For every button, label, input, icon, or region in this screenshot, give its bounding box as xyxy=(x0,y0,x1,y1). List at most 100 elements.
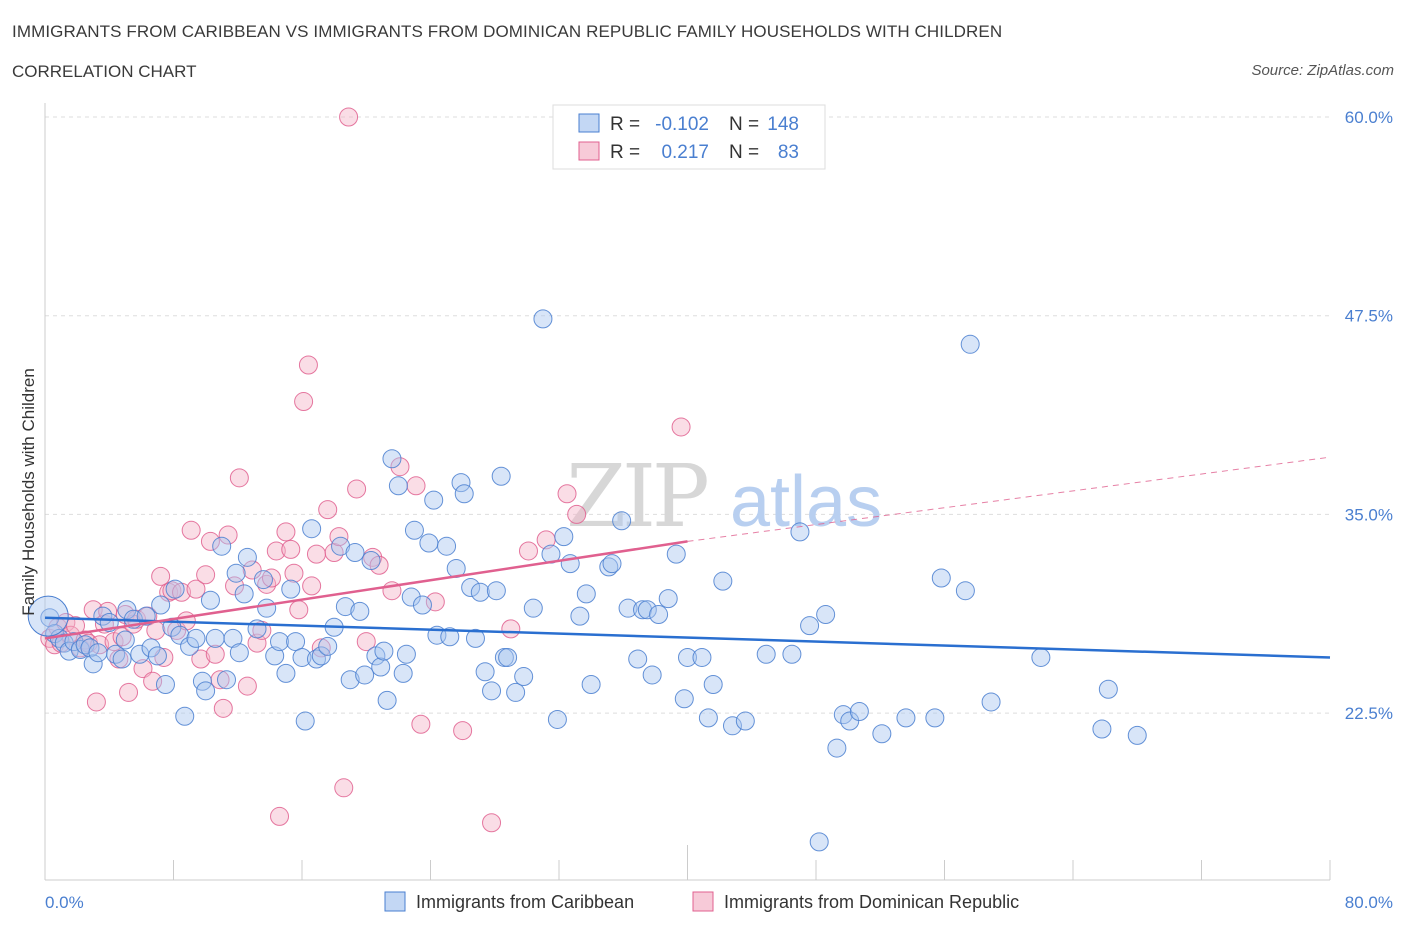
data-point-dominican xyxy=(186,579,206,599)
data-point-caribbean xyxy=(872,724,892,744)
data-point-caribbean xyxy=(713,571,733,591)
data-point-caribbean xyxy=(816,605,836,625)
data-point-caribbean xyxy=(692,647,712,667)
data-point-caribbean xyxy=(117,600,137,620)
data-point-caribbean xyxy=(412,595,432,615)
data-point-caribbean xyxy=(388,476,408,496)
data-point-dominican xyxy=(143,671,163,691)
data-point-caribbean xyxy=(247,619,267,639)
data-point-dominican xyxy=(270,806,290,826)
data-point-caribbean xyxy=(217,670,237,690)
data-point-caribbean xyxy=(1127,725,1147,745)
data-point-caribbean xyxy=(292,647,312,667)
data-point-caribbean xyxy=(295,711,315,731)
watermark-atlas: atlas xyxy=(730,462,882,542)
data-point-caribbean xyxy=(437,536,457,556)
data-point-caribbean xyxy=(955,581,975,601)
data-point-caribbean xyxy=(212,536,232,556)
data-point-caribbean xyxy=(393,663,413,683)
data-point-caribbean xyxy=(554,527,574,547)
x-tick-labels: 0.0% 80.0% xyxy=(45,893,1393,912)
data-point-dominican xyxy=(276,522,296,542)
data-point-caribbean xyxy=(355,665,375,685)
trend-line-caribbean xyxy=(44,616,1331,659)
data-point-dominican xyxy=(242,560,262,580)
data-point-caribbean xyxy=(115,630,135,650)
data-point-caribbean xyxy=(658,589,678,609)
data-point-caribbean xyxy=(506,682,526,702)
trend-line-dominican-extension xyxy=(687,456,1331,542)
data-point-dominican xyxy=(266,541,286,561)
data-point-caribbean xyxy=(141,638,161,658)
legend-swatch-dominican xyxy=(578,141,600,161)
data-point-caribbean xyxy=(424,490,444,510)
data-point-dominican xyxy=(237,676,257,696)
data-point-caribbean xyxy=(533,309,553,329)
data-point-dominican xyxy=(181,520,201,540)
chart-title: IMMIGRANTS FROM CARIBBEAN VS IMMIGRANTS … xyxy=(12,22,1003,41)
data-point-dominican xyxy=(213,698,233,718)
data-point-caribbean xyxy=(461,578,481,598)
data-point-caribbean xyxy=(302,519,322,539)
legend-swatch-caribbean xyxy=(578,113,600,133)
data-point-caribbean xyxy=(698,708,718,728)
data-point-caribbean xyxy=(112,649,132,669)
data-point-caribbean xyxy=(1098,679,1118,699)
data-point-caribbean xyxy=(155,674,175,694)
data-point-dominican xyxy=(518,541,538,561)
data-point-caribbean xyxy=(896,708,916,728)
data-point-caribbean xyxy=(265,646,285,666)
data-point-caribbean xyxy=(83,654,103,674)
data-point-caribbean xyxy=(1092,719,1112,739)
data-point-dominican xyxy=(671,417,691,437)
data-point-caribbean xyxy=(396,644,416,664)
data-point-caribbean xyxy=(470,582,490,602)
watermark: ZIP atlas xyxy=(566,447,882,547)
data-point-caribbean xyxy=(618,598,638,618)
data-point-dominican xyxy=(119,682,139,702)
legend-n-value-dominican: 83 xyxy=(778,142,799,163)
data-point-caribbean xyxy=(1031,647,1051,667)
series-caribbean-points xyxy=(27,309,1147,852)
data-point-caribbean xyxy=(628,649,648,669)
data-point-caribbean xyxy=(229,643,249,663)
data-point-caribbean xyxy=(226,563,246,583)
data-point-dominican xyxy=(339,107,359,127)
data-point-dominican xyxy=(363,547,383,567)
data-point-caribbean xyxy=(491,466,511,486)
data-point-caribbean xyxy=(257,598,277,618)
data-point-dominican xyxy=(411,714,431,734)
data-point-caribbean xyxy=(371,657,391,677)
y-tick-label: 47.5% xyxy=(1345,307,1393,326)
data-point-caribbean xyxy=(311,646,331,666)
data-point-caribbean-large xyxy=(27,595,69,637)
legend-r-value-caribbean: -0.102 xyxy=(655,114,709,135)
data-point-caribbean xyxy=(350,601,370,621)
bottom-legend-swatch-caribbean xyxy=(384,891,406,912)
data-point-dominican xyxy=(261,568,281,588)
y-tick-label: 35.0% xyxy=(1345,505,1393,524)
data-point-dominican xyxy=(334,778,354,798)
data-point-caribbean xyxy=(454,484,474,504)
bottom-legend-dominican: Immigrants from Dominican Republic xyxy=(724,892,1019,912)
data-point-caribbean xyxy=(345,543,365,563)
data-point-dominican xyxy=(162,581,182,601)
data-point-caribbean xyxy=(451,473,471,493)
data-point-dominican xyxy=(567,504,587,524)
data-point-dominican xyxy=(154,647,174,667)
data-point-caribbean xyxy=(678,647,697,667)
trend-line-dominican xyxy=(44,540,688,640)
data-point-dominican xyxy=(406,476,426,496)
data-point-dominican xyxy=(284,563,304,583)
data-point-dominican xyxy=(501,619,521,639)
data-point-caribbean xyxy=(475,662,495,682)
stats-legend: R = -0.102 N = 148 R = 0.217 N = 83 xyxy=(552,104,826,170)
data-point-dominican xyxy=(229,468,249,488)
data-point-caribbean xyxy=(165,579,185,599)
data-point-caribbean xyxy=(547,709,567,729)
data-point-caribbean xyxy=(486,581,506,601)
legend-r-value-dominican: 0.217 xyxy=(661,142,709,163)
data-point-caribbean xyxy=(377,690,397,710)
data-point-dominican xyxy=(298,355,318,375)
